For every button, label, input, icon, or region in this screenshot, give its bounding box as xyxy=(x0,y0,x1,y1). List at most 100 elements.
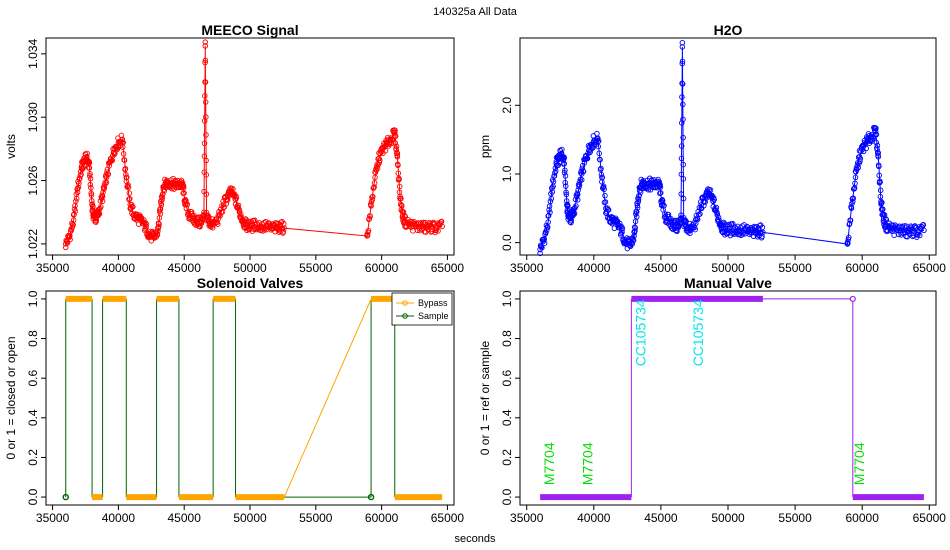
meeco-point xyxy=(236,209,243,215)
meeco-point xyxy=(89,198,95,204)
h2o-point xyxy=(599,174,605,181)
meeco-ytick-label: 1.026 xyxy=(26,165,40,195)
h2o-point xyxy=(576,182,583,188)
h2o-point xyxy=(568,215,574,222)
meeco-point xyxy=(392,130,398,136)
h2o-point xyxy=(645,187,652,193)
meeco-point xyxy=(263,223,269,230)
meeco-point xyxy=(181,190,187,196)
meeco-point xyxy=(67,236,73,243)
h2o-xtick-label: 40000 xyxy=(577,261,611,275)
legend-label-sample: Sample xyxy=(418,311,449,321)
meeco-point xyxy=(206,218,212,225)
h2o-ytick-label: 2.0 xyxy=(500,97,514,114)
meeco-point xyxy=(397,201,404,208)
manual-ylabel: 0 or 1 = ref or sample xyxy=(478,340,492,455)
h2o-point xyxy=(873,131,880,138)
h2o-point xyxy=(921,227,927,234)
meeco-point xyxy=(384,141,390,147)
h2o-point xyxy=(679,58,686,65)
h2o-point xyxy=(875,150,882,156)
h2o-point xyxy=(561,169,568,176)
h2o-point xyxy=(595,135,601,142)
h2o-point xyxy=(879,199,885,206)
h2o-point xyxy=(714,212,721,218)
meeco-point xyxy=(181,185,187,191)
h2o-point xyxy=(634,202,641,209)
h2o-point xyxy=(537,250,543,257)
meeco-point xyxy=(396,176,402,183)
h2o-point xyxy=(915,229,922,236)
meeco-point xyxy=(366,216,373,222)
meeco-point xyxy=(87,181,94,188)
meeco-point xyxy=(365,227,372,234)
meeco-point xyxy=(78,165,85,171)
h2o-point xyxy=(687,230,693,237)
h2o-point xyxy=(605,207,612,213)
manual-annotation: CC105734 xyxy=(690,299,706,366)
meeco-ytick-label: 1.030 xyxy=(26,102,40,132)
solenoid-ytick-label: 0.6 xyxy=(26,370,40,387)
h2o-xtick-label: 35000 xyxy=(510,261,544,275)
meeco-point xyxy=(114,145,121,152)
h2o-point xyxy=(579,162,586,169)
manual-chart: Manual Valve 35000 40000 45000 50000 55000 600… xyxy=(478,275,946,525)
h2o-point xyxy=(730,226,737,232)
h2o-point xyxy=(707,187,714,193)
h2o-point xyxy=(718,222,725,229)
h2o-point xyxy=(565,212,572,218)
h2o-point xyxy=(899,227,906,234)
h2o-point xyxy=(846,220,853,227)
meeco-ylabel: volts xyxy=(4,134,18,159)
meeco-point xyxy=(393,143,400,150)
legend-marker-sample xyxy=(402,313,408,319)
meeco-point xyxy=(72,208,79,214)
h2o-point xyxy=(570,208,577,215)
solenoid-xtick-label: 40000 xyxy=(102,511,136,525)
meeco-point xyxy=(156,221,162,227)
meeco-point xyxy=(202,79,209,85)
meeco-point xyxy=(125,182,131,188)
meeco-point xyxy=(93,215,99,222)
h2o-point xyxy=(680,116,686,123)
solenoid-xtick-label: 35000 xyxy=(36,511,70,525)
h2o-point xyxy=(545,219,551,225)
h2o-point xyxy=(553,160,559,167)
h2o-point xyxy=(873,139,879,146)
meeco-point xyxy=(71,211,77,218)
meeco-point xyxy=(364,233,370,239)
manual-xtick-label: 50000 xyxy=(711,511,745,525)
meeco-point xyxy=(392,133,399,139)
h2o-point xyxy=(679,120,685,126)
h2o-ytick-label: 0.0 xyxy=(500,234,514,251)
h2o-series-line xyxy=(539,46,925,250)
h2o-point xyxy=(562,167,568,174)
meeco-point xyxy=(88,192,95,198)
meeco-point xyxy=(202,93,208,99)
meeco-point xyxy=(180,182,186,188)
meeco-point xyxy=(198,220,205,227)
meeco-point xyxy=(73,195,80,202)
h2o-point xyxy=(876,172,882,179)
h2o-point xyxy=(553,168,559,174)
h2o-point xyxy=(878,198,884,205)
meeco-title: MEECO Signal xyxy=(201,22,298,38)
meeco-point xyxy=(418,223,424,230)
h2o-point xyxy=(595,143,602,150)
meeco-point xyxy=(281,225,287,231)
h2o-point xyxy=(562,179,568,186)
manual-annotation: M7704 xyxy=(851,442,867,485)
h2o-point xyxy=(551,173,558,179)
meeco-point xyxy=(68,227,75,233)
meeco-point xyxy=(380,146,386,152)
meeco-point xyxy=(257,223,264,230)
h2o-point xyxy=(548,195,555,202)
solenoid-ytick-label: 0.4 xyxy=(26,409,40,426)
manual-xtick-label: 55000 xyxy=(778,511,812,525)
h2o-point xyxy=(680,195,687,202)
meeco-point xyxy=(88,185,94,191)
meeco-point xyxy=(135,215,141,222)
h2o-point xyxy=(914,234,920,240)
meeco-point xyxy=(434,225,440,231)
